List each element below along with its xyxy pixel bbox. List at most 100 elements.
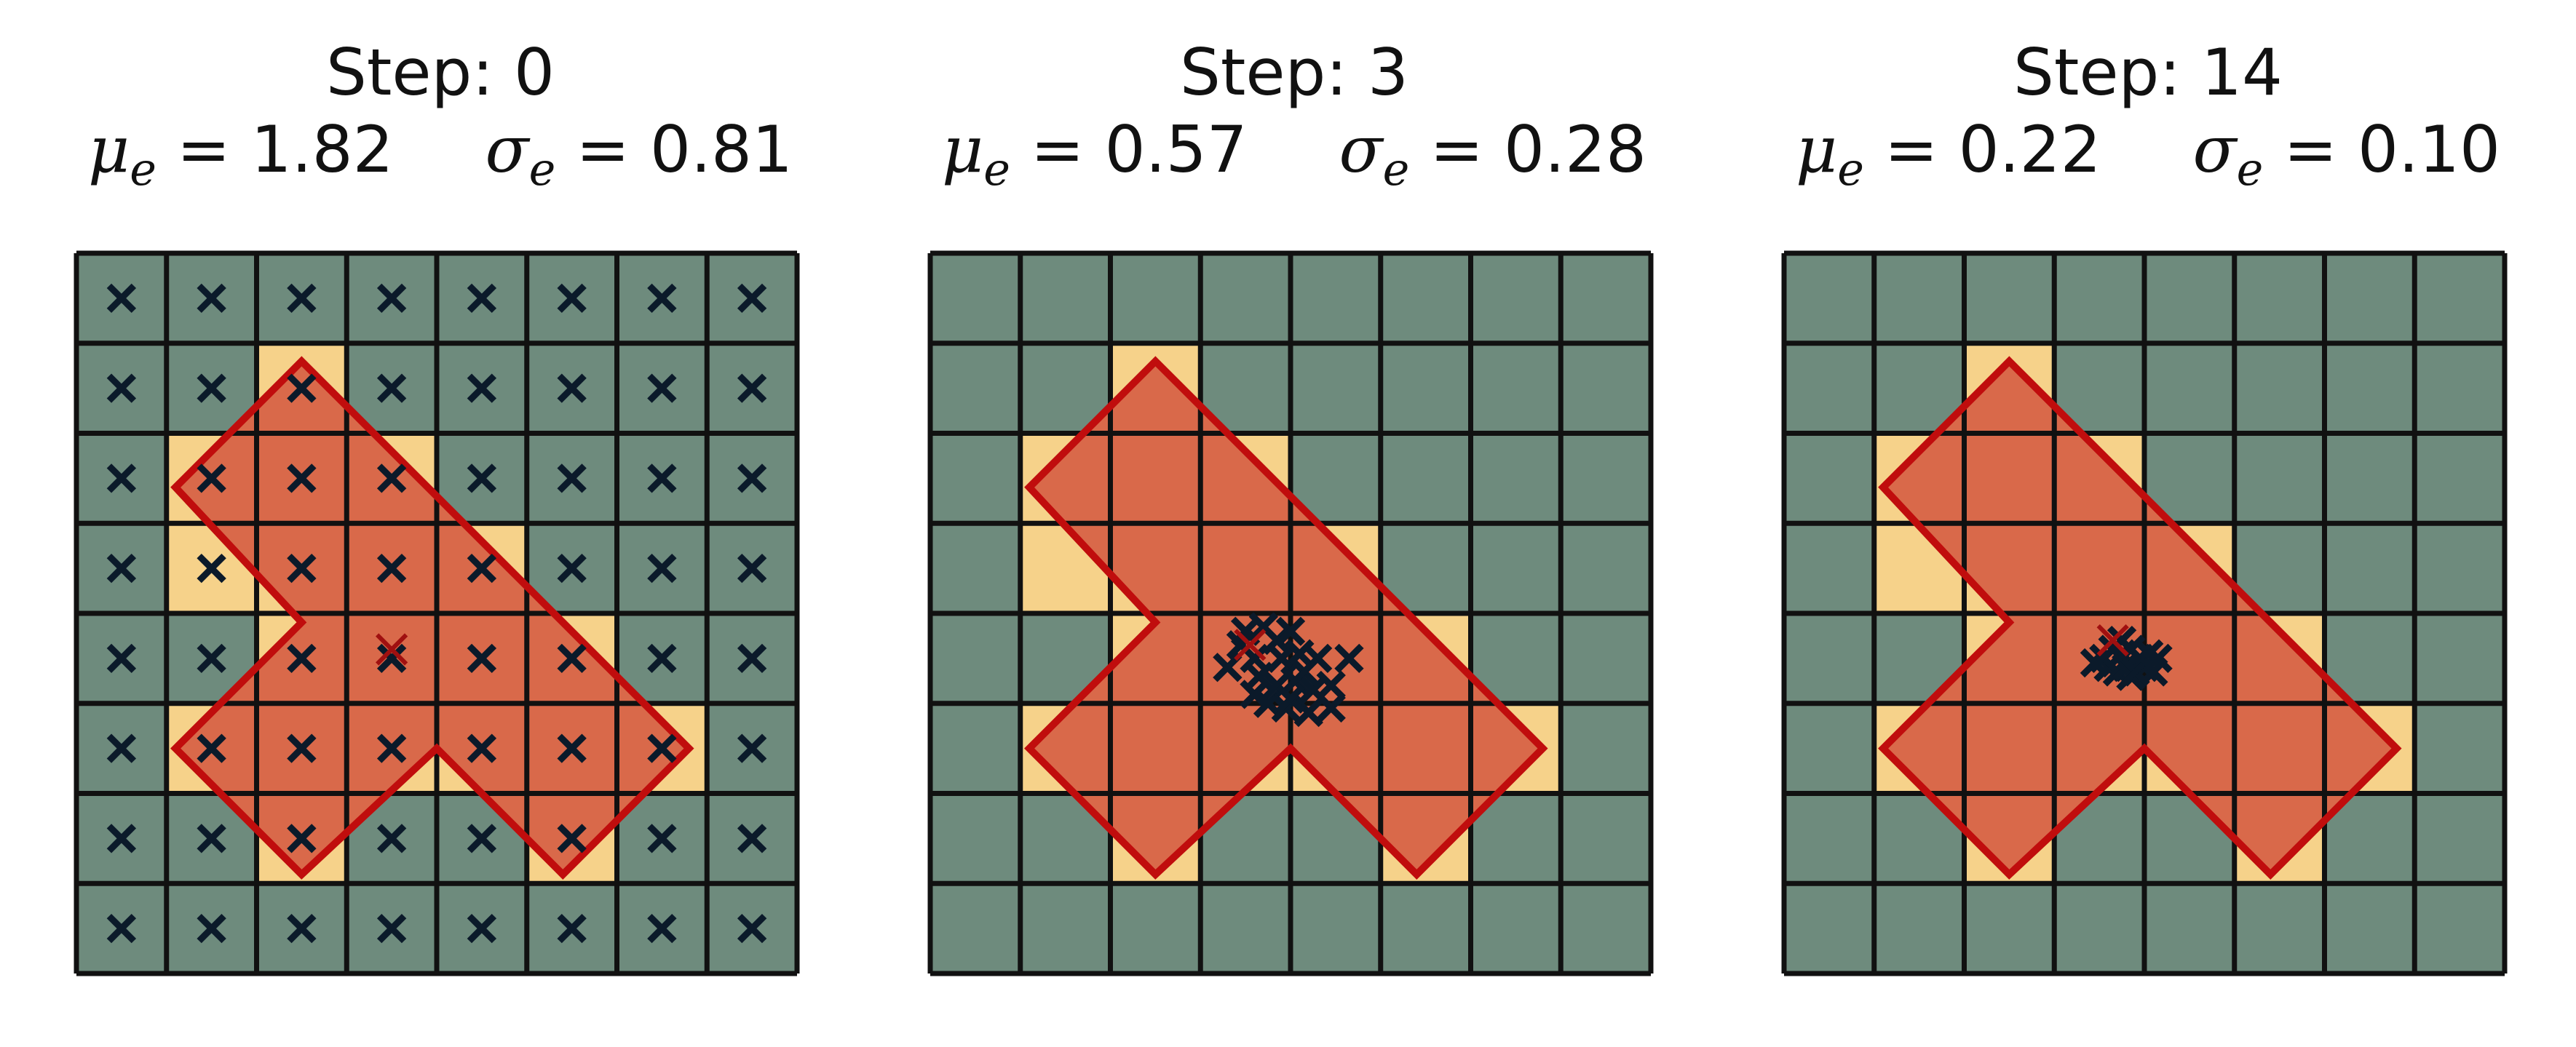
sample-point-marker (1275, 616, 1306, 646)
sample-point-marker (376, 824, 407, 853)
grid-cell (2324, 523, 2415, 613)
grid-cell (1380, 253, 1471, 343)
stats-line: μe = 0.22 σe = 0.10 (1796, 112, 2500, 196)
sample-point-marker (287, 643, 317, 674)
grid-cell (1470, 253, 1561, 343)
shape-outline (1878, 356, 2402, 880)
sample-point-marker (197, 373, 226, 403)
sample-point-marker (287, 283, 317, 314)
sample-point-marker (557, 913, 587, 944)
mean-point-marker (376, 633, 408, 666)
sample-point-marker (287, 733, 317, 763)
sample-point-marker (197, 913, 226, 944)
grid-cell (1380, 343, 1471, 434)
sample-point-marker (106, 373, 137, 403)
sample-point-marker (106, 463, 137, 493)
sample-point-marker (647, 913, 677, 944)
sample-point-marker (467, 733, 497, 763)
grid-cell (1200, 883, 1291, 974)
grid-cell (1020, 253, 1111, 343)
grid-cell (1561, 523, 1651, 613)
sample-point-marker (557, 643, 587, 674)
grid-cell (1784, 433, 1874, 524)
mean-point-marker (1234, 629, 1267, 661)
grid-cell (2144, 253, 2235, 343)
stats-line: μe = 0.57 σe = 0.28 (942, 112, 1646, 196)
sigma-value: = 0.81 (576, 112, 793, 187)
grid-cell (1784, 703, 1874, 794)
mu-value: = 1.82 (176, 112, 394, 187)
grid-cell (930, 703, 1021, 794)
grid-panel-step-0 (74, 250, 800, 976)
sample-point-marker (737, 283, 767, 314)
sample-point-marker (2143, 643, 2173, 674)
sample-point-marker (1334, 643, 1364, 674)
sample-point-marker (1275, 684, 1306, 714)
sample-point-marker (737, 373, 767, 403)
grid-cell (1784, 793, 1874, 884)
sample-point-marker (197, 824, 226, 853)
grid-cell (930, 523, 1021, 613)
sample-point-marker (647, 643, 677, 674)
panel-title-step-14: Step: 14 μe = 0.22 σe = 0.10 (1784, 36, 2512, 196)
shape-outline (170, 356, 694, 880)
grid-cell (2234, 343, 2325, 434)
grid-panel-step-14 (1781, 250, 2508, 976)
sample-point-marker (106, 733, 137, 763)
sample-point-marker (557, 553, 587, 584)
grid-cell (1561, 793, 1651, 884)
sample-point-marker (376, 733, 407, 763)
sample-point-marker (2116, 661, 2146, 691)
grid-cell (1784, 343, 1874, 434)
sample-point-marker (287, 824, 317, 853)
grid-cell (2234, 883, 2325, 974)
grid-cell (2414, 613, 2505, 704)
grid-cell (2324, 253, 2415, 343)
grid-cell (1291, 253, 1381, 343)
sample-point-marker (1316, 693, 1346, 723)
sample-point-marker (376, 913, 407, 944)
grid-cell (1784, 523, 1874, 613)
sample-point-marker (197, 463, 226, 493)
grid-cell (1380, 883, 1471, 974)
sample-point-marker (287, 463, 317, 493)
sample-point-marker (737, 913, 767, 944)
step-value: 0 (513, 35, 555, 110)
step-value: 3 (1367, 35, 1408, 110)
grid-cell (1470, 883, 1561, 974)
grid-cell (1110, 883, 1201, 974)
sample-point-marker (467, 373, 497, 403)
grid-cell (2234, 253, 2325, 343)
grid-cell (1110, 253, 1201, 343)
sample-point-marker (467, 553, 497, 584)
grid-cell (1470, 433, 1561, 524)
grid-cell (1561, 343, 1651, 434)
grid-cell (2324, 343, 2415, 434)
grid-cell (930, 883, 1021, 974)
sample-point-marker (106, 553, 137, 584)
grid-cell (1561, 433, 1651, 524)
sample-point-marker (557, 463, 587, 493)
sample-point-marker (467, 913, 497, 944)
grid-cell (1964, 883, 2055, 974)
sample-point-marker (376, 643, 407, 674)
grid-cell (1380, 433, 1471, 524)
sample-point-marker (557, 733, 587, 763)
sample-point-marker (197, 283, 226, 314)
grid-cell (1020, 883, 1111, 974)
grid-cell (1964, 253, 2055, 343)
grid-cell (2414, 523, 2505, 613)
grid-cell (930, 253, 1021, 343)
grid-cell (930, 343, 1021, 434)
sample-point-marker (376, 373, 407, 403)
sample-point-marker (467, 824, 497, 853)
sample-point-marker (737, 553, 767, 584)
grid-cell (2414, 343, 2505, 434)
grid-cell (930, 613, 1021, 704)
sample-point-marker (1316, 670, 1346, 701)
grid-cell (930, 433, 1021, 524)
sample-point-marker (2080, 648, 2110, 678)
sample-point-marker (1289, 657, 1319, 687)
sample-point-marker (647, 373, 677, 403)
